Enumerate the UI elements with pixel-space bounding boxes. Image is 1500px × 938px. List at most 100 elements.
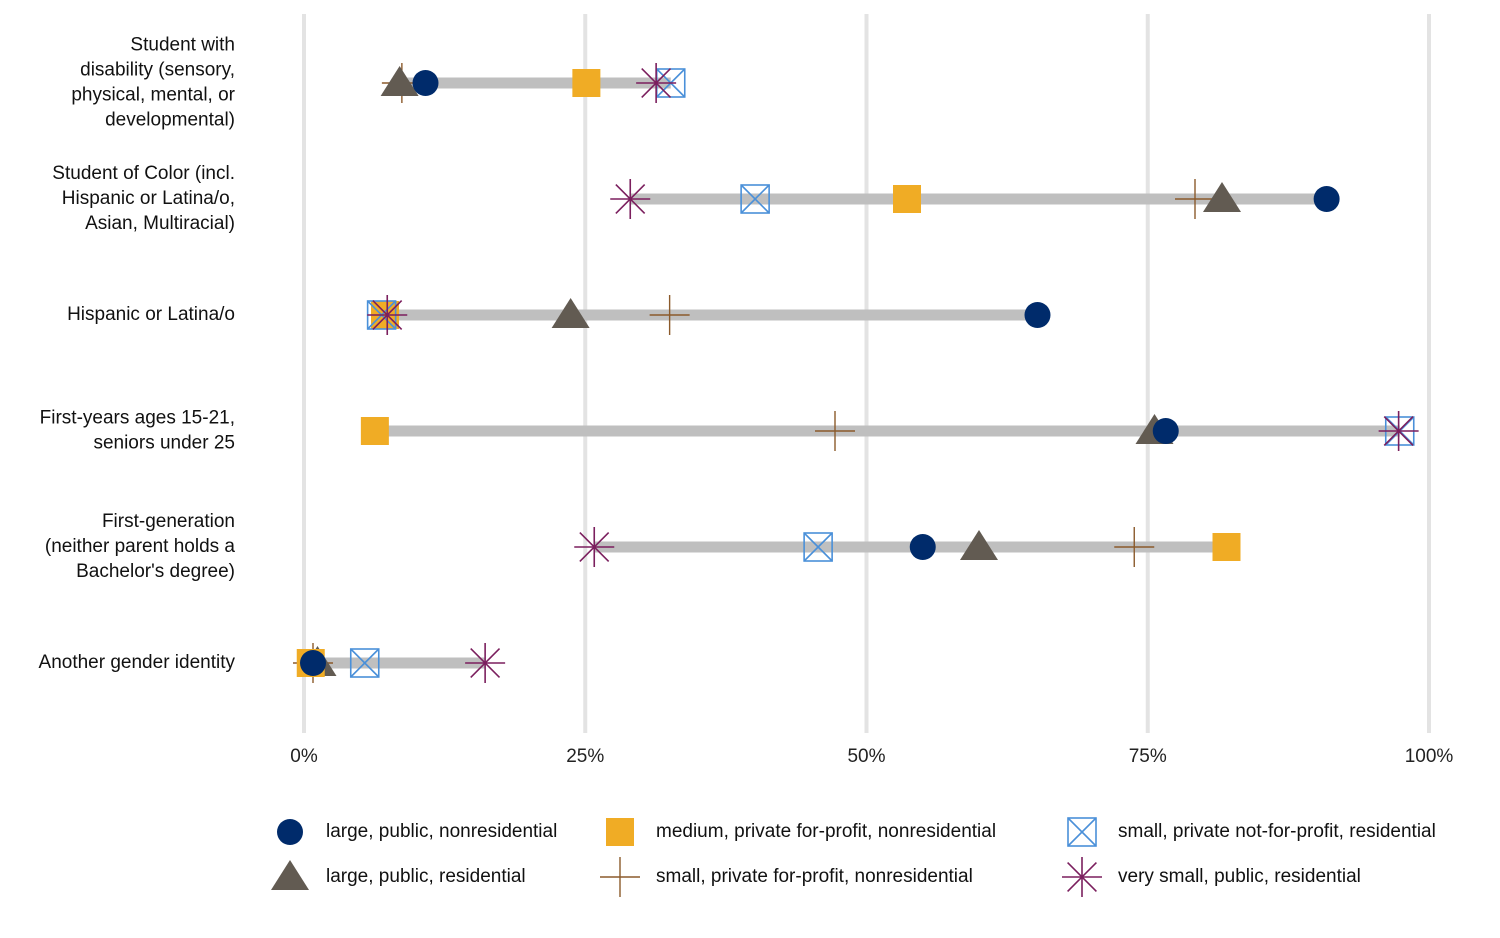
point-asterisk-row5 <box>465 643 506 683</box>
point-circle-row4-shape <box>909 534 936 560</box>
legend-symbol-square-x-shape <box>1067 817 1097 847</box>
point-square-x-row1-shape <box>740 184 770 214</box>
legend-item-4: small, private for-profit, nonresidentia… <box>600 857 973 897</box>
point-triangle-row0-shape <box>380 66 419 96</box>
point-asterisk-row4-d2 <box>579 532 610 562</box>
x-tick-labels: 0% 25% 50% 75% 100% <box>290 746 1453 767</box>
category-label-line: Hispanic or Latina/o <box>67 304 235 325</box>
point-asterisk-row3 <box>1378 411 1419 451</box>
category-label-line: Student with <box>130 35 235 56</box>
point-circle-row4 <box>909 534 936 560</box>
point-square-x-row4 <box>803 532 833 562</box>
category-label-line: physical, mental, or <box>71 85 235 106</box>
grid-lines <box>302 14 1431 733</box>
x-tick-label-3: 75% <box>1129 746 1167 767</box>
category-label-line: disability (sensory, <box>80 60 235 81</box>
category-labels: Student with disability (sensory, physical… <box>39 35 236 674</box>
x-tick-label-1: 25% <box>566 746 604 767</box>
point-plus-row3 <box>815 411 855 451</box>
x-tick-label-2: 50% <box>847 746 885 767</box>
point-square-row0-shape <box>572 69 601 97</box>
category-label-4: First-generation (neither parent holds a B… <box>45 511 236 582</box>
legend-symbol-square <box>606 818 634 846</box>
legend-symbol-triangle <box>271 860 309 890</box>
point-square-row1 <box>893 185 921 213</box>
point-circle-row2-shape <box>1024 302 1051 328</box>
point-square-x-row5-shape <box>349 648 380 678</box>
point-square-row3-shape <box>360 417 389 445</box>
legend-label: large, public, residential <box>326 866 526 887</box>
category-label-line: (neither parent holds a <box>45 536 236 557</box>
point-square-row4 <box>1212 533 1241 561</box>
point-circle-row3-shape <box>1152 418 1179 444</box>
point-asterisk-row1 <box>610 179 651 219</box>
category-label-5: Another gender identity <box>39 652 236 673</box>
point-square-row3 <box>360 417 389 445</box>
point-square-x-row1-x2 <box>740 184 770 214</box>
category-label-line: Hispanic or Latina/o, <box>62 188 235 209</box>
point-triangle-row4-shape <box>960 530 998 560</box>
point-asterisk-row1-d2 <box>615 184 646 214</box>
point-asterisk-row2-d2 <box>372 300 403 330</box>
point-triangle-row1-shape <box>1203 182 1241 212</box>
legend-symbol-square-x-x2 <box>1067 817 1097 847</box>
point-triangle-row0 <box>380 66 419 96</box>
point-asterisk-row5-d2 <box>470 648 501 678</box>
legend-label: very small, public, residential <box>1118 866 1361 887</box>
legend: large, public, nonresidential medium, pri… <box>271 817 1436 897</box>
data-markers <box>293 63 1419 683</box>
category-label-line: developmental) <box>105 110 235 131</box>
point-circle-row5 <box>300 650 326 676</box>
category-label-line: Asian, Multiracial) <box>85 213 235 234</box>
point-triangle-row2 <box>551 298 590 328</box>
legend-symbol-circle-shape <box>277 819 303 845</box>
category-label-line: First-generation <box>102 511 235 532</box>
legend-label: small, private not-for-profit, residenti… <box>1118 821 1436 842</box>
legend-symbol-triangle-shape <box>271 860 309 890</box>
point-square-row4-shape <box>1212 533 1241 561</box>
category-label-line: Bachelor's degree) <box>76 561 235 582</box>
category-label-line: Student of Color (incl. <box>52 163 235 184</box>
category-label-3: First-years ages 15-21, seniors under 25 <box>40 408 235 454</box>
point-circle-row1 <box>1313 186 1340 212</box>
legend-label: small, private for-profit, nonresidentia… <box>656 866 973 887</box>
category-label-1: Student of Color (incl. Hispanic or Latin… <box>52 163 235 234</box>
point-triangle-row1 <box>1203 182 1241 212</box>
point-triangle-row4 <box>960 530 998 560</box>
point-plus-row1 <box>1175 179 1215 219</box>
x-tick-label-4: 100% <box>1405 746 1454 767</box>
point-circle-row0 <box>412 70 439 96</box>
legend-label: large, public, nonresidential <box>326 821 557 842</box>
legend-item-1: medium, private for-profit, nonresidenti… <box>606 818 996 846</box>
point-asterisk-row0-d2 <box>641 68 672 98</box>
category-label-line: Another gender identity <box>39 652 236 673</box>
point-triangle-row2-shape <box>551 298 590 328</box>
category-label-line: seniors under 25 <box>93 433 235 454</box>
point-square-x-row5-x2 <box>350 648 380 678</box>
point-circle-row2 <box>1024 302 1051 328</box>
range-bars <box>310 77 1400 669</box>
legend-symbol-asterisk-d2 <box>1067 862 1097 892</box>
legend-symbol-plus <box>600 857 640 897</box>
point-circle-row1-shape <box>1313 186 1340 212</box>
legend-item-2: small, private not-for-profit, residenti… <box>1067 817 1436 847</box>
point-square-x-row4-shape <box>803 532 833 562</box>
legend-symbol-square-shape <box>606 818 634 846</box>
point-square-x-row5 <box>349 648 380 678</box>
point-plus-row4 <box>1114 527 1155 567</box>
legend-symbol-circle <box>277 819 303 845</box>
point-asterisk-row0 <box>636 63 677 103</box>
point-asterisk-row4 <box>574 527 615 567</box>
legend-item-0: large, public, nonresidential <box>277 819 557 845</box>
point-circle-row0-shape <box>412 70 439 96</box>
legend-item-3: large, public, residential <box>271 860 526 890</box>
point-asterisk-row2 <box>367 295 408 335</box>
x-tick-label-0: 0% <box>290 746 318 767</box>
point-square-row0 <box>572 69 601 97</box>
point-square-row1-shape <box>893 185 921 213</box>
category-label-line: First-years ages 15-21, <box>40 408 235 429</box>
point-square-x-row4-x2 <box>803 532 833 562</box>
legend-symbol-asterisk <box>1062 857 1102 897</box>
